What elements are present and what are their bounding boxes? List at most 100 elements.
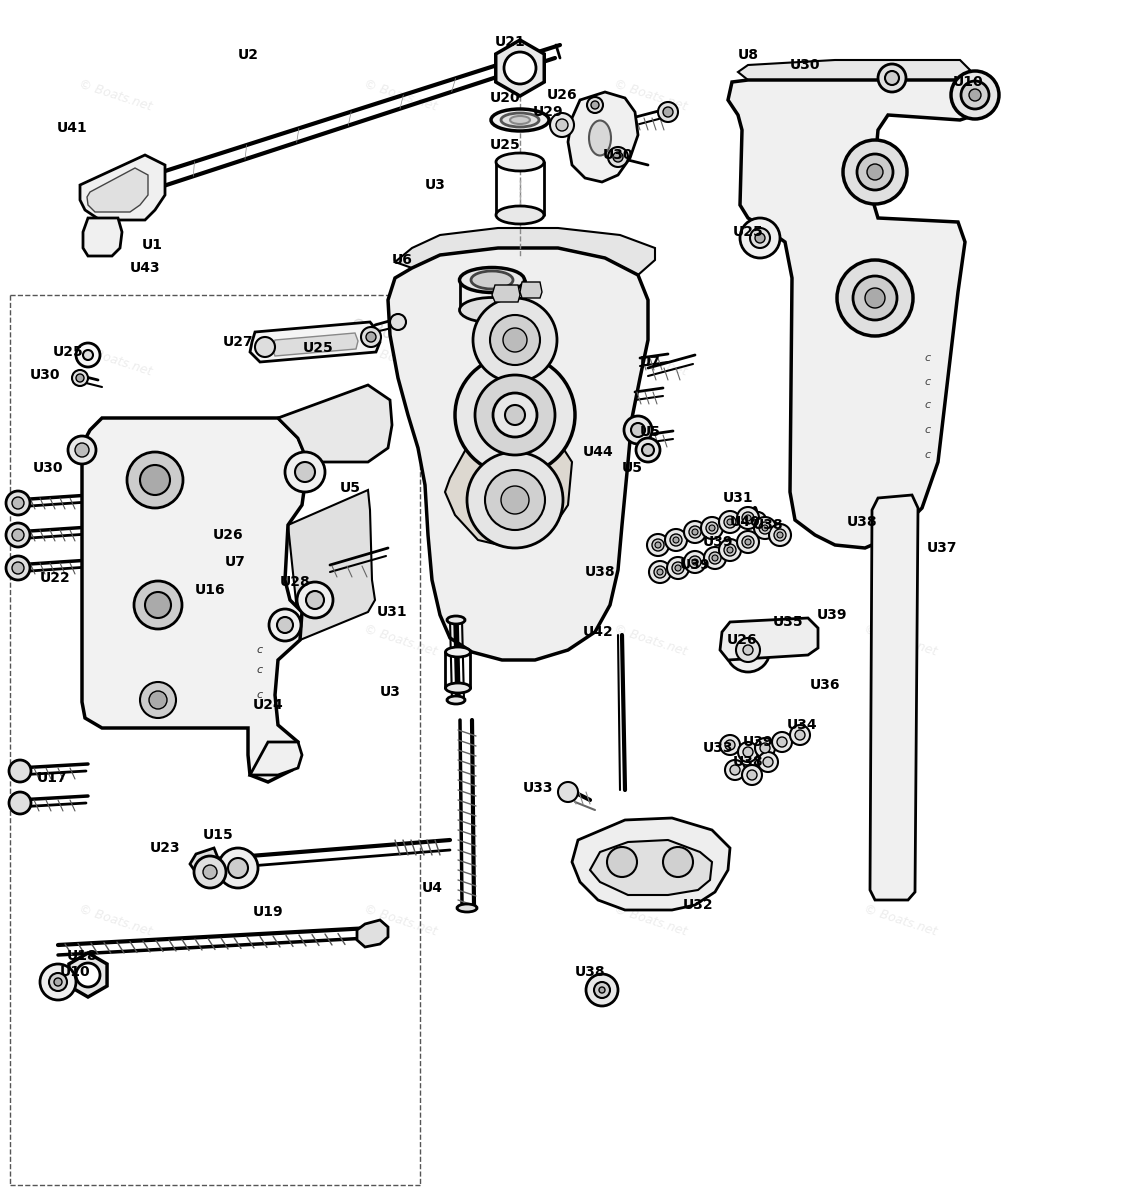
Text: U31: U31 <box>376 605 407 619</box>
Circle shape <box>613 152 623 162</box>
Circle shape <box>670 534 682 546</box>
Polygon shape <box>720 618 818 660</box>
Circle shape <box>663 107 673 116</box>
Text: U26: U26 <box>213 528 243 542</box>
Circle shape <box>475 374 555 455</box>
Circle shape <box>673 538 679 542</box>
Circle shape <box>654 566 666 578</box>
Polygon shape <box>250 322 380 362</box>
Circle shape <box>140 464 171 494</box>
Text: © Boats.net: © Boats.net <box>362 342 438 378</box>
Circle shape <box>709 552 721 564</box>
Polygon shape <box>357 920 388 947</box>
Circle shape <box>134 581 182 629</box>
Text: U38: U38 <box>574 965 605 979</box>
Text: U36: U36 <box>810 678 840 692</box>
Circle shape <box>742 536 754 548</box>
Circle shape <box>6 523 30 547</box>
Circle shape <box>736 638 760 662</box>
Polygon shape <box>388 248 648 660</box>
Text: © Boats.net: © Boats.net <box>862 902 938 938</box>
Ellipse shape <box>447 616 465 624</box>
Text: U30: U30 <box>603 148 633 162</box>
Polygon shape <box>288 490 375 640</box>
Text: U31: U31 <box>723 491 754 505</box>
Circle shape <box>76 374 84 382</box>
Circle shape <box>658 102 678 122</box>
Circle shape <box>969 89 981 101</box>
Text: U5: U5 <box>622 461 642 475</box>
Circle shape <box>742 766 762 785</box>
Circle shape <box>719 539 741 560</box>
Circle shape <box>885 71 899 85</box>
Circle shape <box>712 554 717 560</box>
Polygon shape <box>190 848 218 874</box>
Circle shape <box>306 590 324 608</box>
Circle shape <box>362 326 381 347</box>
Text: c: c <box>257 690 263 700</box>
Text: U39: U39 <box>680 558 711 572</box>
Circle shape <box>730 766 740 775</box>
Text: U26: U26 <box>547 88 578 102</box>
Circle shape <box>49 973 67 991</box>
Ellipse shape <box>459 268 524 293</box>
Circle shape <box>75 443 89 457</box>
Circle shape <box>760 743 770 754</box>
Polygon shape <box>492 284 520 302</box>
Circle shape <box>9 792 31 814</box>
Circle shape <box>76 343 100 367</box>
Ellipse shape <box>511 116 530 124</box>
Circle shape <box>40 964 76 1000</box>
Text: © Boats.net: © Boats.net <box>862 622 938 658</box>
Circle shape <box>737 506 760 529</box>
Circle shape <box>6 491 30 515</box>
Polygon shape <box>572 818 730 910</box>
Circle shape <box>587 97 603 113</box>
Polygon shape <box>88 168 148 212</box>
Text: © Boats.net: © Boats.net <box>612 342 688 378</box>
Circle shape <box>745 515 752 521</box>
Circle shape <box>692 529 698 535</box>
Circle shape <box>455 355 575 475</box>
Circle shape <box>550 113 574 137</box>
Circle shape <box>709 526 715 530</box>
Text: U20: U20 <box>490 91 521 104</box>
Circle shape <box>218 848 258 888</box>
Circle shape <box>556 119 568 131</box>
Text: U30: U30 <box>790 58 820 72</box>
Circle shape <box>599 986 605 994</box>
Text: U37: U37 <box>927 541 957 554</box>
Polygon shape <box>870 494 918 900</box>
Circle shape <box>501 486 529 514</box>
Circle shape <box>725 740 735 750</box>
Text: U42: U42 <box>582 625 613 638</box>
Circle shape <box>769 524 791 546</box>
Text: U35: U35 <box>773 614 804 629</box>
Text: © Boats.net: © Boats.net <box>76 342 153 378</box>
Text: U18: U18 <box>67 949 98 962</box>
Text: © Boats.net: © Boats.net <box>612 622 688 658</box>
Polygon shape <box>250 742 302 775</box>
Circle shape <box>277 617 293 634</box>
Ellipse shape <box>496 152 543 170</box>
Text: U25: U25 <box>732 226 763 239</box>
Text: c: c <box>257 646 263 655</box>
Text: U38: U38 <box>732 755 763 769</box>
Text: U23: U23 <box>150 841 181 854</box>
Circle shape <box>504 52 536 84</box>
Circle shape <box>790 725 810 745</box>
Circle shape <box>83 350 93 360</box>
Circle shape <box>868 164 883 180</box>
Circle shape <box>727 518 733 526</box>
Circle shape <box>663 847 692 877</box>
Text: U26: U26 <box>727 634 757 647</box>
Text: U40: U40 <box>730 515 761 529</box>
Circle shape <box>194 856 226 888</box>
Ellipse shape <box>501 113 539 127</box>
Circle shape <box>127 452 183 508</box>
Ellipse shape <box>446 683 471 692</box>
Circle shape <box>742 746 753 757</box>
Text: U30: U30 <box>33 461 64 475</box>
Circle shape <box>503 328 528 352</box>
Circle shape <box>704 547 727 569</box>
